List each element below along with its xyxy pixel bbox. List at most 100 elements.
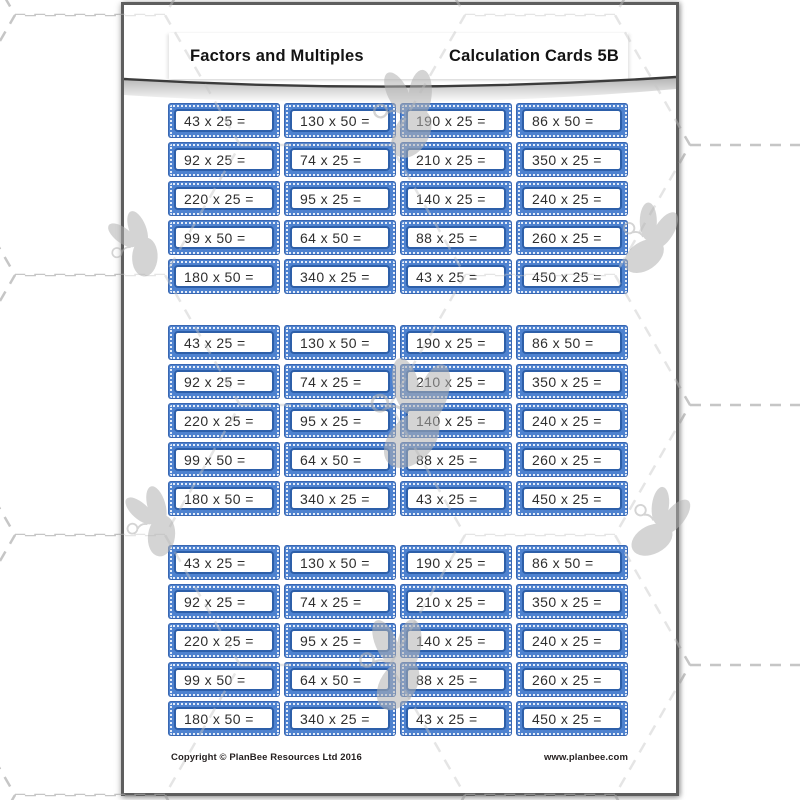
- calc-card: 95 x 25 =: [284, 403, 396, 438]
- calc-card-label: 88 x 25 =: [406, 668, 506, 691]
- calc-card-label: 86 x 50 =: [522, 109, 622, 132]
- calc-card-label: 240 x 25 =: [522, 187, 622, 210]
- calc-card: 92 x 25 =: [168, 364, 280, 399]
- copyright-text: Copyright © PlanBee Resources Ltd 2016: [171, 752, 362, 763]
- calc-card: 43 x 25 =: [168, 545, 280, 580]
- calc-card-label: 74 x 25 =: [290, 148, 390, 171]
- calc-card: 95 x 25 =: [284, 623, 396, 658]
- calc-card-label: 86 x 50 =: [522, 551, 622, 574]
- calc-card: 43 x 25 =: [168, 103, 280, 138]
- calc-card-label: 92 x 25 =: [174, 148, 274, 171]
- calc-card-label: 260 x 25 =: [522, 226, 622, 249]
- calc-card: 190 x 25 =: [400, 325, 512, 360]
- calc-card-label: 350 x 25 =: [522, 370, 622, 393]
- card-grid-2: 43 x 25 = 130 x 50 = 190 x 25 = 86 x 50 = 92…: [168, 325, 628, 516]
- calc-card: 43 x 25 =: [400, 259, 512, 294]
- calc-card-label: 450 x 25 =: [522, 487, 622, 510]
- calc-card: 350 x 25 =: [516, 142, 628, 177]
- calc-card-label: 190 x 25 =: [406, 551, 506, 574]
- calc-card-label: 350 x 25 =: [522, 148, 622, 171]
- calc-card-label: 43 x 25 =: [406, 265, 506, 288]
- calc-card-label: 450 x 25 =: [522, 265, 622, 288]
- calc-card-label: 220 x 25 =: [174, 187, 274, 210]
- calc-card-label: 95 x 25 =: [290, 409, 390, 432]
- calc-card: 240 x 25 =: [516, 403, 628, 438]
- calc-card: 220 x 25 =: [168, 623, 280, 658]
- calc-card-label: 64 x 50 =: [290, 668, 390, 691]
- calc-card-label: 92 x 25 =: [174, 590, 274, 613]
- calc-card-label: 340 x 25 =: [290, 707, 390, 730]
- calc-card-label: 99 x 50 =: [174, 226, 274, 249]
- calc-card: 99 x 50 =: [168, 442, 280, 477]
- calc-card: 99 x 50 =: [168, 662, 280, 697]
- calc-card: 340 x 25 =: [284, 259, 396, 294]
- website-text: www.planbee.com: [543, 752, 628, 763]
- calc-card: 64 x 50 =: [284, 442, 396, 477]
- calc-card-label: 74 x 25 =: [290, 370, 390, 393]
- calc-card: 43 x 25 =: [168, 325, 280, 360]
- calc-card: 450 x 25 =: [516, 259, 628, 294]
- calc-card: 260 x 25 =: [516, 220, 628, 255]
- calc-card: 88 x 25 =: [400, 662, 512, 697]
- calc-card-label: 99 x 50 =: [174, 668, 274, 691]
- calc-card: 450 x 25 =: [516, 481, 628, 516]
- calc-card: 180 x 50 =: [168, 259, 280, 294]
- calc-card-label: 140 x 25 =: [406, 629, 506, 652]
- calc-card: 180 x 50 =: [168, 481, 280, 516]
- calc-card-label: 43 x 25 =: [406, 707, 506, 730]
- calc-card: 86 x 50 =: [516, 545, 628, 580]
- calc-card: 240 x 25 =: [516, 181, 628, 216]
- calc-card: 88 x 25 =: [400, 220, 512, 255]
- calc-card-label: 210 x 25 =: [406, 590, 506, 613]
- calc-card: 450 x 25 =: [516, 701, 628, 736]
- calc-card: 74 x 25 =: [284, 142, 396, 177]
- calc-card-label: 43 x 25 =: [174, 331, 274, 354]
- calc-card-label: 130 x 50 =: [290, 109, 390, 132]
- calc-card: 88 x 25 =: [400, 442, 512, 477]
- page-footer: Copyright © PlanBee Resources Ltd 2016 w…: [171, 752, 628, 763]
- worksheet-page: Factors and Multiples Calculation Cards …: [121, 2, 679, 796]
- calc-card: 140 x 25 =: [400, 181, 512, 216]
- calc-card-label: 180 x 50 =: [174, 487, 274, 510]
- calc-card: 260 x 25 =: [516, 662, 628, 697]
- calc-card: 210 x 25 =: [400, 142, 512, 177]
- calc-card: 95 x 25 =: [284, 181, 396, 216]
- calc-card: 99 x 50 =: [168, 220, 280, 255]
- calc-card: 220 x 25 =: [168, 403, 280, 438]
- calc-card: 260 x 25 =: [516, 442, 628, 477]
- calc-card-label: 260 x 25 =: [522, 448, 622, 471]
- calc-card-label: 240 x 25 =: [522, 629, 622, 652]
- worksheet-card-set-label: Calculation Cards 5B: [449, 46, 619, 65]
- calc-card-label: 64 x 50 =: [290, 226, 390, 249]
- calc-card: 43 x 25 =: [400, 481, 512, 516]
- calc-card-label: 88 x 25 =: [406, 226, 506, 249]
- swoosh-shadow: [124, 78, 676, 103]
- calc-card-label: 340 x 25 =: [290, 487, 390, 510]
- card-grid-1: 43 x 25 = 130 x 50 = 190 x 25 = 86 x 50 = 92…: [168, 103, 628, 294]
- calc-card-label: 220 x 25 =: [174, 629, 274, 652]
- calc-card: 92 x 25 =: [168, 142, 280, 177]
- calc-card-label: 210 x 25 =: [406, 148, 506, 171]
- calc-card: 190 x 25 =: [400, 545, 512, 580]
- calc-card-label: 86 x 50 =: [522, 331, 622, 354]
- page-header: Factors and Multiples Calculation Cards …: [169, 33, 628, 79]
- calc-card: 43 x 25 =: [400, 701, 512, 736]
- calc-card: 210 x 25 =: [400, 364, 512, 399]
- calc-card-label: 190 x 25 =: [406, 331, 506, 354]
- calc-card: 74 x 25 =: [284, 364, 396, 399]
- calc-card-label: 74 x 25 =: [290, 590, 390, 613]
- calc-card-label: 64 x 50 =: [290, 448, 390, 471]
- calc-card-label: 88 x 25 =: [406, 448, 506, 471]
- calc-card: 130 x 50 =: [284, 103, 396, 138]
- calc-card-label: 260 x 25 =: [522, 668, 622, 691]
- calc-card-label: 220 x 25 =: [174, 409, 274, 432]
- calc-card-label: 140 x 25 =: [406, 187, 506, 210]
- calc-card-label: 450 x 25 =: [522, 707, 622, 730]
- calc-card-label: 240 x 25 =: [522, 409, 622, 432]
- calc-card-label: 43 x 25 =: [174, 109, 274, 132]
- calc-card: 350 x 25 =: [516, 364, 628, 399]
- calc-card: 64 x 50 =: [284, 662, 396, 697]
- worksheet-title: Factors and Multiples: [190, 46, 364, 65]
- calc-card-label: 95 x 25 =: [290, 629, 390, 652]
